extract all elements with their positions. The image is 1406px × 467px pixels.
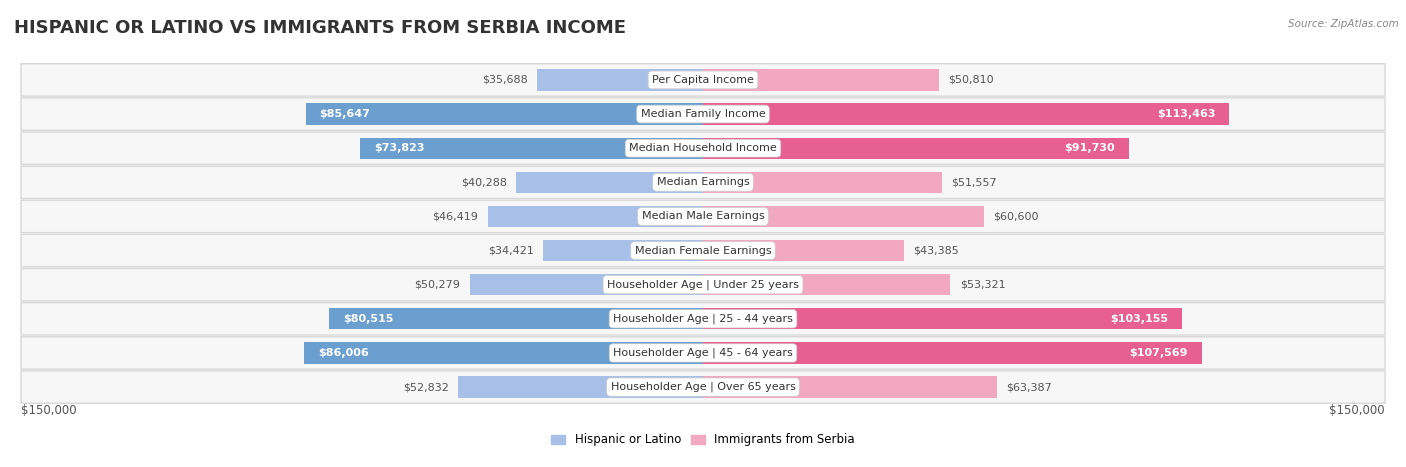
Text: $91,730: $91,730 [1064, 143, 1115, 153]
FancyBboxPatch shape [21, 132, 1385, 164]
Bar [703, 104, 1229, 125]
Text: $51,557: $51,557 [952, 177, 997, 187]
Text: $150,000: $150,000 [21, 404, 76, 417]
FancyBboxPatch shape [21, 303, 1385, 335]
FancyBboxPatch shape [21, 371, 1385, 403]
Text: Householder Age | Under 25 years: Householder Age | Under 25 years [607, 279, 799, 290]
Text: Per Capita Income: Per Capita Income [652, 75, 754, 85]
Text: $53,321: $53,321 [960, 280, 1005, 290]
Text: $86,006: $86,006 [318, 348, 368, 358]
Text: Median Family Income: Median Family Income [641, 109, 765, 119]
Bar [703, 69, 939, 91]
Bar [516, 172, 703, 193]
Text: Median Household Income: Median Household Income [628, 143, 778, 153]
Bar [703, 308, 1181, 329]
FancyBboxPatch shape [21, 269, 1385, 301]
Bar [703, 138, 1129, 159]
Text: Householder Age | 25 - 44 years: Householder Age | 25 - 44 years [613, 313, 793, 324]
FancyBboxPatch shape [21, 234, 1385, 267]
Bar [329, 308, 703, 329]
Text: $113,463: $113,463 [1157, 109, 1216, 119]
Text: $43,385: $43,385 [914, 246, 959, 255]
Bar [703, 342, 1202, 363]
Bar [360, 138, 703, 159]
Bar [537, 69, 703, 91]
Bar [703, 274, 950, 295]
FancyBboxPatch shape [21, 64, 1385, 96]
Bar [703, 172, 942, 193]
Bar [703, 240, 904, 261]
Text: $85,647: $85,647 [319, 109, 370, 119]
Bar [304, 342, 703, 363]
FancyBboxPatch shape [21, 166, 1385, 198]
Text: $35,688: $35,688 [482, 75, 529, 85]
Bar [488, 206, 703, 227]
Text: $52,832: $52,832 [402, 382, 449, 392]
Bar [543, 240, 703, 261]
Text: $40,288: $40,288 [461, 177, 506, 187]
Bar [305, 104, 703, 125]
Text: $50,279: $50,279 [415, 280, 460, 290]
Text: $46,419: $46,419 [433, 212, 478, 221]
Text: $60,600: $60,600 [994, 212, 1039, 221]
Text: $63,387: $63,387 [1007, 382, 1052, 392]
Text: Source: ZipAtlas.com: Source: ZipAtlas.com [1288, 19, 1399, 28]
Text: $34,421: $34,421 [488, 246, 534, 255]
Text: Householder Age | 45 - 64 years: Householder Age | 45 - 64 years [613, 348, 793, 358]
Bar [703, 376, 997, 398]
Text: $73,823: $73,823 [374, 143, 425, 153]
Text: $150,000: $150,000 [1330, 404, 1385, 417]
Legend: Hispanic or Latino, Immigrants from Serbia: Hispanic or Latino, Immigrants from Serb… [547, 429, 859, 451]
Text: $103,155: $103,155 [1109, 314, 1168, 324]
Text: Median Earnings: Median Earnings [657, 177, 749, 187]
Text: $80,515: $80,515 [343, 314, 394, 324]
Bar [703, 206, 984, 227]
FancyBboxPatch shape [21, 98, 1385, 130]
Text: HISPANIC OR LATINO VS IMMIGRANTS FROM SERBIA INCOME: HISPANIC OR LATINO VS IMMIGRANTS FROM SE… [14, 19, 626, 37]
Bar [470, 274, 703, 295]
FancyBboxPatch shape [21, 337, 1385, 369]
Bar [458, 376, 703, 398]
Text: Median Male Earnings: Median Male Earnings [641, 212, 765, 221]
Text: Median Female Earnings: Median Female Earnings [634, 246, 772, 255]
Text: $50,810: $50,810 [948, 75, 994, 85]
Text: Householder Age | Over 65 years: Householder Age | Over 65 years [610, 382, 796, 392]
FancyBboxPatch shape [21, 200, 1385, 233]
Text: $107,569: $107,569 [1129, 348, 1188, 358]
